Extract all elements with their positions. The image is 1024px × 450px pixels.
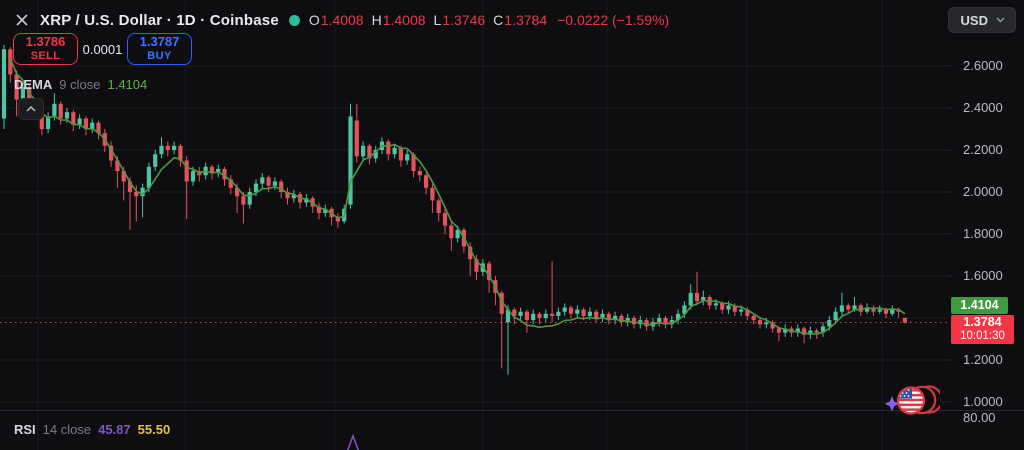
low-label: L	[433, 12, 442, 28]
ohlc-values: O 1.4008 H 1.4008 L 1.3746 C 1.3784 −0.0222 …	[309, 12, 669, 28]
rsi-axis-label: 80.00	[963, 410, 996, 425]
change-value: −0.0222 (−1.59%)	[557, 12, 670, 28]
buy-button[interactable]: 1.3787 BUY	[127, 33, 192, 65]
spread-value: 0.0001	[82, 41, 123, 57]
rsi-params: 14 close	[42, 422, 92, 437]
low-value: 1.3746	[442, 12, 486, 28]
chevron-up-icon	[26, 106, 36, 112]
price-axis-label: 1.2000	[963, 352, 1003, 367]
rsi-ma-value: 55.50	[137, 422, 171, 437]
market-status-dot-icon	[288, 14, 300, 26]
rsi-name: RSI	[14, 422, 36, 437]
close-icon[interactable]	[14, 12, 30, 28]
sell-price: 1.3786	[25, 34, 66, 50]
rsi-value: 45.87	[98, 422, 131, 437]
price-axis-label: 2.6000	[963, 58, 1003, 73]
price-axis[interactable]: 1.4104 1.3784 10:01:30 80.00 2.6000 2.400…	[948, 0, 1024, 450]
sell-button[interactable]: 1.3786 SELL	[13, 33, 78, 65]
collapse-legend-button[interactable]	[18, 98, 44, 120]
symbol-title[interactable]: XRP / U.S. Dollar · 1D · Coinbase	[40, 11, 279, 29]
price-axis-label: 2.2000	[963, 142, 1003, 157]
dema-name: DEMA	[14, 77, 53, 92]
close-label: C	[493, 12, 504, 28]
price-axis-label: 2.0000	[963, 184, 1003, 199]
price-axis-label: 1.6000	[963, 268, 1003, 283]
high-value: 1.4008	[382, 12, 426, 28]
open-value: 1.4008	[320, 12, 364, 28]
buy-price: 1.3787	[139, 34, 180, 50]
bar-countdown: 10:01:30	[960, 330, 1005, 342]
pane-separator[interactable]	[0, 410, 1024, 411]
last-price-badge: 1.3784 10:01:30	[951, 315, 1014, 344]
price-axis-label: 1.8000	[963, 226, 1003, 241]
open-label: O	[308, 12, 320, 28]
buy-label: BUY	[147, 50, 172, 63]
dema-params: 9 close	[59, 77, 101, 92]
close-value: 1.3784	[504, 12, 548, 28]
sell-label: SELL	[30, 50, 61, 63]
dema-indicator-legend[interactable]: DEMA 9 close 1.4104	[14, 77, 147, 92]
usa-flag-coins-icon	[884, 385, 940, 415]
chart-header: XRP / U.S. Dollar · 1D · Coinbase O 1.400…	[0, 6, 1024, 34]
price-axis-label: 2.4000	[963, 100, 1003, 115]
order-panel: 1.3786 SELL 0.0001 1.3787 BUY	[13, 33, 192, 65]
rsi-indicator-legend[interactable]: RSI 14 close 45.87 55.50	[14, 422, 170, 437]
price-axis-label: 1.0000	[963, 394, 1003, 409]
chevron-down-icon	[996, 17, 1005, 23]
dema-price-badge: 1.4104	[951, 297, 1008, 314]
last-price-value: 1.3784	[963, 315, 1002, 329]
high-label: H	[371, 12, 382, 28]
currency-label: USD	[960, 12, 988, 28]
dema-value: 1.4104	[107, 77, 148, 92]
currency-dropdown[interactable]: USD	[947, 7, 1016, 33]
